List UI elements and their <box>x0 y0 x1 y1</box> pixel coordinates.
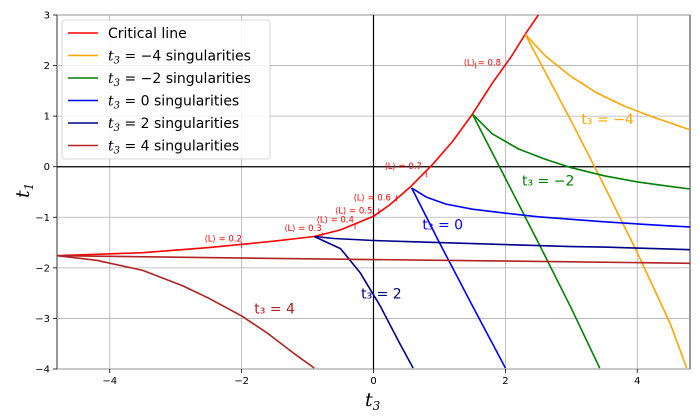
y-tick-label: −2 <box>35 263 50 274</box>
legend-entry-2: t3 = −2 singularities <box>108 71 251 89</box>
legend-entry-0: Critical line <box>108 26 187 42</box>
y-tick-label: 0 <box>44 162 50 173</box>
series-line-3-branch-0 <box>411 187 690 228</box>
legend-entry-3: t3 = 0 singularities <box>108 94 239 112</box>
annotation-4: ⟨L⟩ = 0.4 <box>317 215 354 225</box>
y-tick-label: −3 <box>35 314 50 325</box>
x-tick-label: 0 <box>370 376 376 387</box>
annotations-layer: ⟨L⟩ = 0.8⟨L⟩ = 0.7⟨L⟩ = 0.6⟨L⟩ = 0.5⟨L⟩ … <box>204 59 633 318</box>
annotation-0: ⟨L⟩ = 0.8 <box>464 59 501 69</box>
annotation-10: t₃ = 2 <box>361 287 402 303</box>
x-axis-label: t3 <box>365 389 381 413</box>
legend: Critical line t3 = −4 singularities t3 = −… <box>61 19 271 160</box>
y-ticks: −4 −3 −2 −1 0 1 2 3 <box>35 11 57 376</box>
y-tick-label: 3 <box>44 11 50 22</box>
series-line-2-branch-1 <box>471 113 601 369</box>
x-tick-label: 2 <box>502 376 508 387</box>
y-tick-label: 1 <box>44 112 50 123</box>
x-tick-label: −2 <box>234 376 249 387</box>
y-tick-label: −4 <box>35 365 50 376</box>
x-tick-label: 4 <box>634 376 640 387</box>
series-line-3-branch-1 <box>410 187 507 369</box>
series-line-4-branch-1 <box>313 235 414 369</box>
series-line-5-branch-0 <box>57 254 690 265</box>
legend-entry-5: t3 = 4 singularities <box>108 139 239 157</box>
y-tick-label: −1 <box>35 213 50 224</box>
zero-lines <box>57 15 690 369</box>
annotation-6: ⟨L⟩ = 0.2 <box>204 235 241 245</box>
markers-layer <box>241 62 477 249</box>
annotation-2: ⟨L⟩ = 0.6 <box>353 194 390 204</box>
x-tick-label: −4 <box>102 376 117 387</box>
annotation-5: ⟨L⟩ = 0.3 <box>284 224 321 234</box>
annotation-8: t₃ = −2 <box>522 173 574 189</box>
annotation-11: t₃ = 4 <box>254 301 295 317</box>
legend-entry-1: t3 = −4 singularities <box>108 49 251 67</box>
y-tick-label: 2 <box>44 61 50 72</box>
y-axis-label: t1 <box>12 183 36 198</box>
annotation-1: ⟨L⟩ = 0.7 <box>384 162 421 172</box>
annotation-7: t₃ = −4 <box>581 112 633 128</box>
annotation-9: t₃ = 0 <box>422 217 463 233</box>
legend-box <box>61 19 271 160</box>
series-line-2-branch-0 <box>471 113 690 190</box>
series-line-4-branch-0 <box>314 235 690 251</box>
annotation-3: ⟨L⟩ = 0.5 <box>335 207 372 217</box>
series-line-5-branch-1 <box>57 254 315 369</box>
series-line-1-branch-1 <box>524 33 688 369</box>
x-ticks: −4 −2 0 2 4 <box>102 369 640 387</box>
series-line-1-branch-0 <box>524 33 690 131</box>
legend-entry-4: t3 = 2 singularities <box>108 116 239 134</box>
